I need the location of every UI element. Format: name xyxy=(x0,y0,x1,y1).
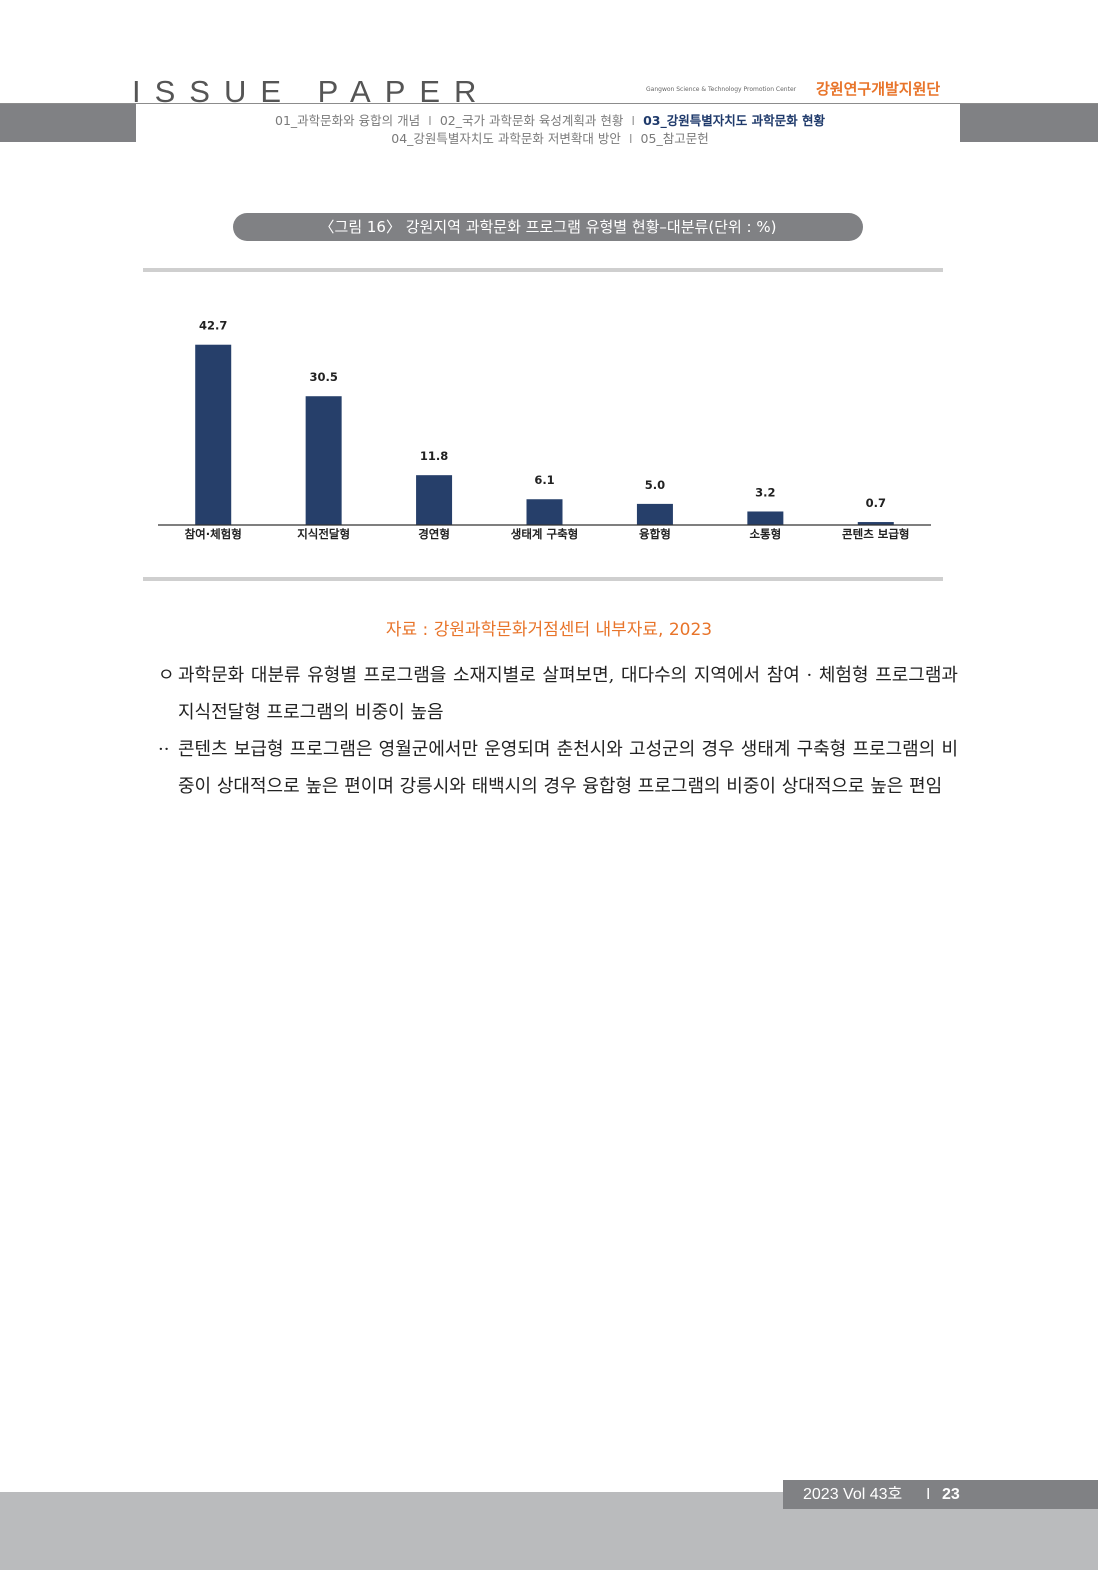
circle-bullet: ㅇ xyxy=(158,665,175,686)
bar xyxy=(305,396,342,525)
dot-bullet: ·· xyxy=(158,739,170,760)
page-number: 23 xyxy=(942,1486,960,1503)
figure-bottom-rule xyxy=(143,577,943,581)
figure-caption: 〈그림 16〉 강원지역 과학문화 프로그램 유형별 현황–대분류(단위 : %… xyxy=(233,213,863,241)
bar xyxy=(857,522,894,525)
nav-separator: I xyxy=(428,113,432,128)
header-gray-band-right xyxy=(960,104,1098,142)
section-navigation: 01_과학문화와 융합의 개념 I 02_국가 과학문화 육성계획과 현황 I 03_강… xyxy=(160,112,940,148)
header-gray-band-left xyxy=(0,104,136,142)
figure-source: 자료 : 강원과학문화거점센터 내부자료, 2023 xyxy=(385,620,713,640)
organization-english-name: Gangwon Science & Technology Promotion C… xyxy=(646,86,797,93)
bar xyxy=(195,344,232,525)
bar-value-label: 3.2 xyxy=(755,485,775,499)
bar-value-label: 42.7 xyxy=(199,319,227,333)
paragraph-text: 과학문화 대분류 유형별 프로그램을 소재지별로 살펴보면, 대다수의 지역에서… xyxy=(178,665,958,723)
bar-value-label: 11.8 xyxy=(420,449,448,463)
bar-value-label: 5.0 xyxy=(645,478,665,492)
bar xyxy=(526,499,563,525)
paragraph-text: 콘텐츠 보급형 프로그램은 영월군에서만 운영되며 춘천시와 고성군의 경우 생… xyxy=(178,739,958,797)
issue-paper-title: ISSUE PAPER xyxy=(132,74,491,109)
category-label: 소통형 xyxy=(749,527,781,541)
bar xyxy=(636,503,673,525)
body-text: ㅇ 과학문화 대분류 유형별 프로그램을 소재지별로 살펴보면, 대다수의 지역… xyxy=(158,657,958,805)
nav-separator: I xyxy=(628,131,633,146)
footer-page-tab: 2023 Vol 43호 I 23 xyxy=(783,1480,1098,1509)
organization-korean-name: 강원연구개발지원단 xyxy=(816,80,941,98)
category-label: 융합형 xyxy=(639,527,671,541)
nav-item-04[interactable]: 04_강원특별자치도 과학문화 저변확대 방안 xyxy=(391,131,621,146)
nav-item-02[interactable]: 02_국가 과학문화 육성계획과 현황 xyxy=(439,113,624,128)
paragraph-1: ㅇ 과학문화 대분류 유형별 프로그램을 소재지별로 살펴보면, 대다수의 지역… xyxy=(158,657,958,731)
bar xyxy=(416,475,453,525)
nav-separator: I xyxy=(631,113,636,128)
footer-volume: 2023 Vol 43호 xyxy=(803,1486,903,1503)
figure-top-rule xyxy=(143,268,943,272)
footer-separator: I xyxy=(926,1486,931,1503)
category-label: 생태계 구축형 xyxy=(511,527,578,541)
category-label: 참여·체험형 xyxy=(185,527,242,541)
bar-value-label: 30.5 xyxy=(309,370,337,384)
bar xyxy=(747,511,784,525)
nav-item-05[interactable]: 05_참고문헌 xyxy=(640,131,709,146)
nav-item-03-active[interactable]: 03_강원특별자치도 과학문화 현황 xyxy=(643,113,825,128)
nav-line-2: 04_강원특별자치도 과학문화 저변확대 방안 I 05_참고문헌 xyxy=(160,130,940,148)
header-divider xyxy=(0,103,1098,104)
bar-value-label: 0.7 xyxy=(866,496,886,510)
bar-chart: 42.7 참여·체험형 30.5 지식전달형 11.8 경연형 6.1 생태계 구축형 5.0 융… xyxy=(158,319,931,541)
paragraph-2: ·· 콘텐츠 보급형 프로그램은 영월군에서만 운영되며 춘천시와 고성군의 경… xyxy=(158,731,958,805)
category-label: 경연형 xyxy=(418,527,450,541)
nav-line-1: 01_과학문화와 융합의 개념 I 02_국가 과학문화 육성계획과 현황 I 03_강… xyxy=(160,112,940,130)
nav-item-01[interactable]: 01_과학문화와 융합의 개념 xyxy=(275,113,421,128)
category-label: 지식전달형 xyxy=(297,527,350,541)
category-label: 콘텐츠 보급형 xyxy=(842,527,909,541)
bar-value-label: 6.1 xyxy=(534,473,554,487)
